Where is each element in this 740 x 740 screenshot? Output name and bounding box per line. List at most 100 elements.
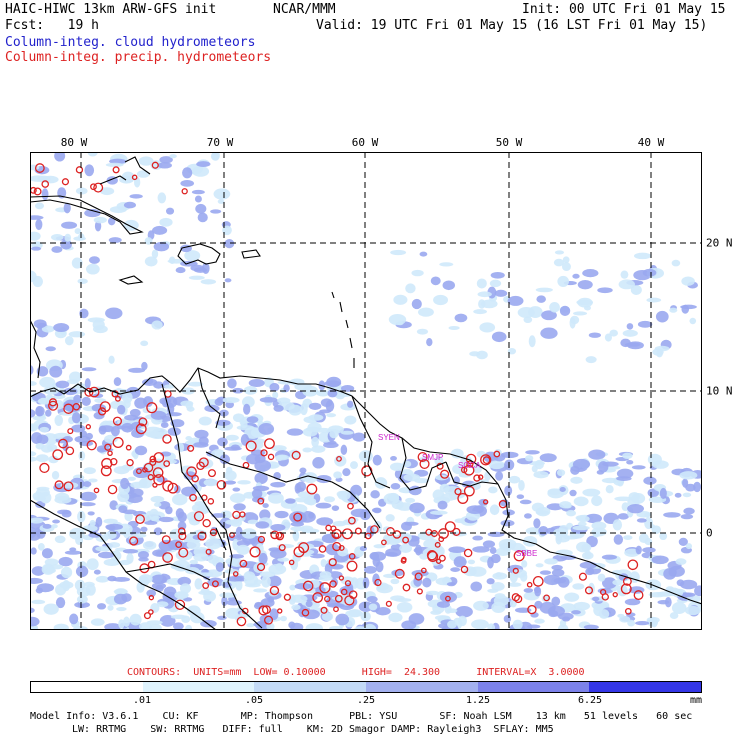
precip-contour xyxy=(348,590,358,599)
precip-contour xyxy=(463,464,475,476)
cloud-patch xyxy=(187,381,204,387)
cloud-patch xyxy=(405,283,416,294)
cloud-patch xyxy=(569,489,577,497)
cloud-patch xyxy=(35,405,43,417)
cloud-patch xyxy=(108,217,116,226)
precip-contour xyxy=(438,554,446,562)
cloud-patch xyxy=(286,428,304,436)
cloud-patch xyxy=(30,517,44,524)
precip-contour xyxy=(149,458,157,466)
cloud-patch xyxy=(622,329,638,337)
cloud-patch xyxy=(325,543,341,556)
cloud-patch xyxy=(430,276,441,286)
cloud-patch xyxy=(131,428,145,439)
cloud-patch xyxy=(229,554,245,559)
cloud-patch xyxy=(94,220,102,232)
cloud-patch xyxy=(52,519,61,524)
cloud-patch xyxy=(539,453,557,463)
cloud-patch xyxy=(426,338,433,347)
colorbar-label-05: .05 xyxy=(244,695,264,706)
cloud-patch xyxy=(138,156,154,166)
precip-contour xyxy=(627,559,639,571)
cloud-patch xyxy=(685,543,693,550)
cloud-patch xyxy=(169,256,176,264)
cloud-patch xyxy=(347,400,354,408)
forecast-hour: Fcst: 19 h xyxy=(5,18,99,33)
precip-contour xyxy=(110,457,118,466)
cloud-patch xyxy=(626,459,634,465)
cloud-patch xyxy=(158,516,174,523)
cloud-patch xyxy=(156,477,168,483)
precip-contour xyxy=(93,487,100,494)
cloud-patch xyxy=(350,461,358,469)
cloud-patch xyxy=(372,454,382,466)
cloud-patch xyxy=(269,608,279,621)
cloud-patch xyxy=(245,453,261,465)
cloud-patch xyxy=(63,202,71,214)
cloud-patch xyxy=(675,558,687,565)
lat-label-10n: 10 N xyxy=(706,384,733,398)
cloud-patch xyxy=(616,476,632,481)
cloud-patch xyxy=(237,480,251,485)
cloud-patch xyxy=(494,289,508,297)
precip-contour xyxy=(416,588,423,595)
cloud-patch xyxy=(232,487,241,492)
cloud-patch xyxy=(74,228,82,235)
cloud-patch xyxy=(399,543,412,554)
cloud-patch xyxy=(448,546,466,554)
cloud-patch xyxy=(528,335,536,348)
precip-contour xyxy=(135,514,145,525)
cloud-patch xyxy=(93,216,107,224)
precip-contour xyxy=(430,530,438,538)
cloud-patch xyxy=(512,569,528,578)
cloud-patch xyxy=(183,597,193,602)
cloud-patch xyxy=(35,219,43,231)
cloud-patch xyxy=(64,336,74,346)
cloud-patch xyxy=(601,477,619,484)
precip-contour xyxy=(34,163,45,173)
cloud-patch xyxy=(143,379,154,385)
cloud-patch xyxy=(79,308,89,319)
precip-contour xyxy=(312,592,324,603)
precip-contour xyxy=(601,593,609,601)
precip-contour xyxy=(39,462,50,474)
cloud-patch xyxy=(156,601,169,608)
cloud-patch xyxy=(190,611,205,624)
cloud-patch xyxy=(248,379,265,387)
cloud-patch xyxy=(335,613,350,626)
precip-contour xyxy=(205,548,212,555)
cloud-patch xyxy=(30,231,41,241)
cloud-patch xyxy=(466,505,484,514)
cloud-patch xyxy=(480,299,498,309)
precip-contour xyxy=(532,575,544,587)
cloud-patch xyxy=(500,451,519,459)
cloud-patch xyxy=(487,623,496,630)
cloud-patch xyxy=(41,325,55,333)
cloud-patch xyxy=(678,537,688,546)
precip-contour xyxy=(65,446,75,456)
cloud-patch xyxy=(196,161,211,167)
cloud-patch xyxy=(300,403,308,416)
precip-contour xyxy=(249,546,261,558)
cloud-patch xyxy=(573,601,591,611)
cloud-patch xyxy=(659,487,667,499)
cloud-patch xyxy=(385,548,402,557)
precip-contour xyxy=(364,532,372,540)
cloud-patch xyxy=(482,540,496,548)
cloud-patch xyxy=(62,436,73,443)
cloud-patch xyxy=(294,483,302,494)
cloud-patch xyxy=(439,262,454,267)
cloud-patch xyxy=(602,577,617,589)
cloud-patch xyxy=(211,152,220,161)
cloud-patch xyxy=(54,152,66,162)
cloud-patch xyxy=(81,367,97,372)
cloud-patch xyxy=(87,511,95,516)
precip-contour xyxy=(162,480,174,492)
cloud-patch xyxy=(368,603,378,611)
cloud-patch xyxy=(270,524,286,531)
cloud-patch xyxy=(88,532,102,538)
cloud-patch xyxy=(622,452,633,459)
cloud-patch xyxy=(384,535,402,543)
cloud-patch xyxy=(601,554,617,560)
cloud-patch xyxy=(572,273,580,279)
